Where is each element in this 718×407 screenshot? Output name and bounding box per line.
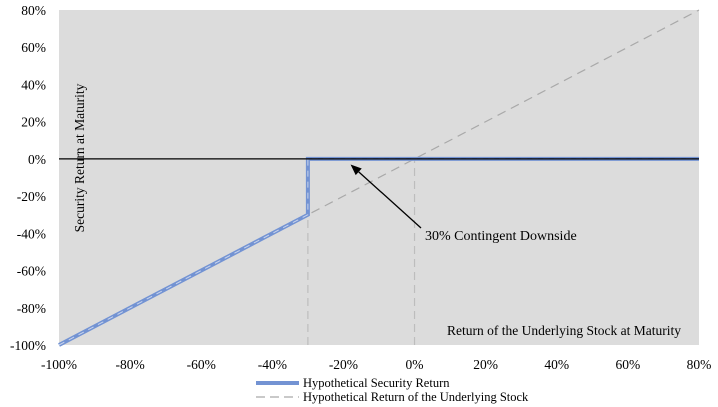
annotation-arrow (358, 171, 422, 229)
x-axis-ticks: -100% -80% -60% -40% -20% 0% 20% 40% 60% 80% (41, 357, 711, 372)
y-tick-label: 40% (21, 77, 46, 92)
x-tick-label: 40% (544, 357, 569, 372)
annotation-layer: 30% Contingent Downside (350, 164, 577, 244)
annotation-label: 30% Contingent Downside (425, 229, 577, 244)
x-tick-label: -80% (115, 357, 144, 372)
legend-label-stock: Hypothetical Return of the Underlying St… (303, 390, 529, 404)
legend: Hypothetical Security Return Hypothetica… (256, 376, 529, 404)
x-tick-label: -40% (258, 357, 287, 372)
annotation-arrowhead (350, 164, 362, 176)
y-tick-label: 60% (21, 40, 46, 55)
y-tick-label: -20% (17, 189, 46, 204)
x-axis-title: Return of the Underlying Stock at Maturi… (447, 323, 681, 338)
x-tick-label: 0% (406, 357, 424, 372)
y-tick-label: -40% (17, 226, 46, 241)
legend-label-security: Hypothetical Security Return (303, 376, 450, 390)
y-tick-label: -60% (17, 264, 46, 279)
y-tick-label: 0% (28, 152, 46, 167)
y-tick-label: -100% (10, 338, 46, 353)
x-tick-label: -20% (329, 357, 358, 372)
y-tick-label: -80% (17, 301, 46, 316)
x-tick-label: 80% (687, 357, 712, 372)
y-tick-label: 20% (21, 115, 46, 130)
x-tick-label: -100% (41, 357, 77, 372)
reference-lines (307, 158, 416, 345)
y-tick-label: 80% (21, 3, 46, 18)
x-tick-label: 60% (616, 357, 641, 372)
y-axis-title: Security Return at Maturity (72, 83, 87, 232)
x-tick-label: -60% (187, 357, 216, 372)
y-axis-ticks: -100% -80% -60% -40% -20% 0% 20% 40% 60% 80% (10, 3, 46, 353)
x-tick-label: 20% (473, 357, 498, 372)
